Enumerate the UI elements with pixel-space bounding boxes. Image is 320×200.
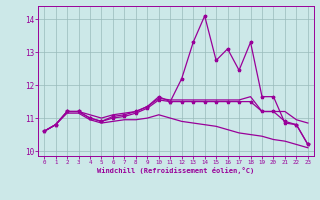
X-axis label: Windchill (Refroidissement éolien,°C): Windchill (Refroidissement éolien,°C)	[97, 167, 255, 174]
